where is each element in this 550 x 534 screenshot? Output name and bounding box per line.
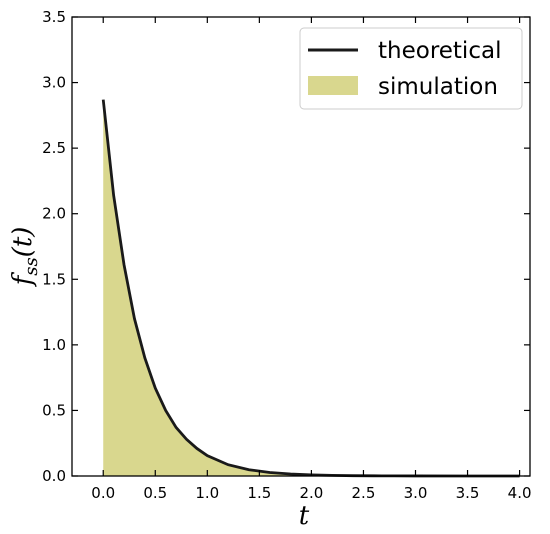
simulation-area — [103, 99, 520, 477]
y-tick-label: 2.5 — [42, 139, 66, 157]
y-axis: 0.0 0.5 1.0 1.5 2.0 2.5 3.0 3.5 — [42, 8, 530, 485]
legend-label-simulation: simulation — [378, 74, 498, 100]
y-tick-label: 3.5 — [42, 8, 66, 26]
y-tick-label: 0.0 — [42, 467, 66, 485]
legend: theoretical simulation — [299, 27, 523, 110]
x-tick-label: 0.0 — [91, 484, 115, 502]
x-axis: 0.0 0.5 1.0 1.5 2.0 2.5 3.0 3.5 4.0 — [91, 17, 532, 502]
x-tick-label: 4.0 — [508, 484, 532, 502]
plot-area — [71, 16, 531, 478]
y-tick-label: 1.0 — [42, 336, 66, 354]
y-tick-label: 2.0 — [42, 205, 66, 223]
y-axis-label-sub: ss — [21, 257, 42, 275]
legend-patch-simulation-icon — [308, 76, 358, 95]
plot-frame — [71, 16, 531, 477]
x-tick-label: 2.0 — [299, 484, 323, 502]
y-axis-label-arg: (t) — [8, 227, 38, 258]
x-axis-label: t — [299, 501, 310, 531]
legend-label-theoretical: theoretical — [378, 38, 501, 64]
x-tick-label: 3.0 — [404, 484, 428, 502]
x-tick-label: 3.5 — [456, 484, 480, 502]
y-tick-label: 1.5 — [42, 270, 66, 288]
y-tick-label: 0.5 — [42, 401, 66, 419]
x-tick-label: 0.5 — [143, 484, 167, 502]
x-tick-label: 1.5 — [247, 484, 271, 502]
y-tick-label: 3.0 — [42, 74, 66, 92]
x-tick-label: 2.5 — [352, 484, 376, 502]
y-axis-label: fss(t) — [8, 227, 42, 288]
x-tick-label: 1.0 — [195, 484, 219, 502]
